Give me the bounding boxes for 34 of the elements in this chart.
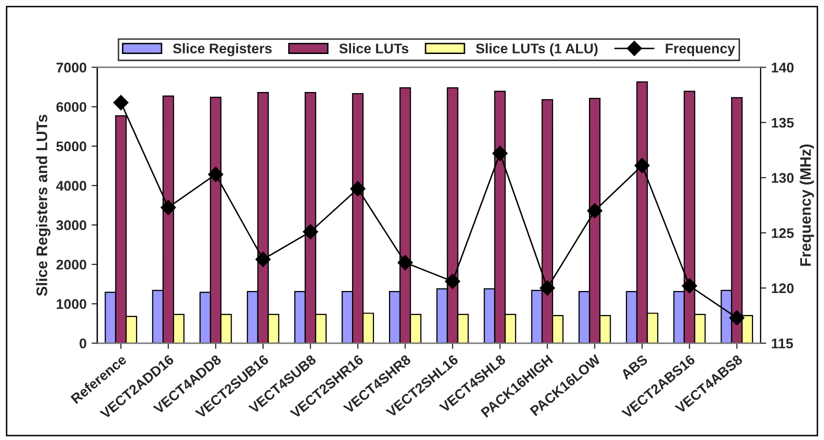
y2-tick-label: 125 — [772, 228, 794, 238]
legend-label: Slice Registers — [173, 43, 272, 56]
y2-tick-label: 130 — [772, 173, 794, 183]
point — [113, 95, 128, 110]
point — [350, 181, 366, 196]
y-tick-label: 6000 — [56, 102, 86, 112]
y-tick-label: 0 — [80, 338, 86, 348]
point — [682, 278, 698, 294]
point — [208, 166, 224, 182]
legend-label: Slice LUTs — [339, 43, 408, 54]
legend-label: Frequency — [666, 44, 736, 56]
legend-label: Slice LUTs (1 ALU) — [476, 43, 598, 56]
y-tick-label: 3000 — [56, 220, 86, 230]
point — [540, 280, 555, 296]
point — [160, 200, 176, 216]
y-tick-label: 4000 — [56, 180, 86, 191]
y-tick-label: 7000 — [56, 62, 86, 72]
point — [729, 310, 744, 326]
y2-tick-label: 140 — [772, 62, 794, 72]
y-axis-title: Slice Registers and LUTs — [36, 114, 50, 296]
y-tick-label: 2000 — [56, 260, 86, 270]
y-tick-label: 1000 — [56, 299, 86, 309]
point — [587, 203, 602, 218]
point — [445, 274, 460, 289]
y2-tick-label: 135 — [772, 118, 794, 128]
point — [302, 224, 318, 240]
y2-axis-title: Frequency (MHz) — [800, 144, 814, 266]
point — [398, 255, 413, 270]
y-tick-label: 5000 — [56, 141, 86, 152]
y2-tick-label: 120 — [772, 283, 794, 294]
point — [492, 146, 508, 161]
point — [634, 158, 650, 174]
point — [255, 252, 271, 267]
y2-tick-label: 115 — [772, 338, 793, 348]
